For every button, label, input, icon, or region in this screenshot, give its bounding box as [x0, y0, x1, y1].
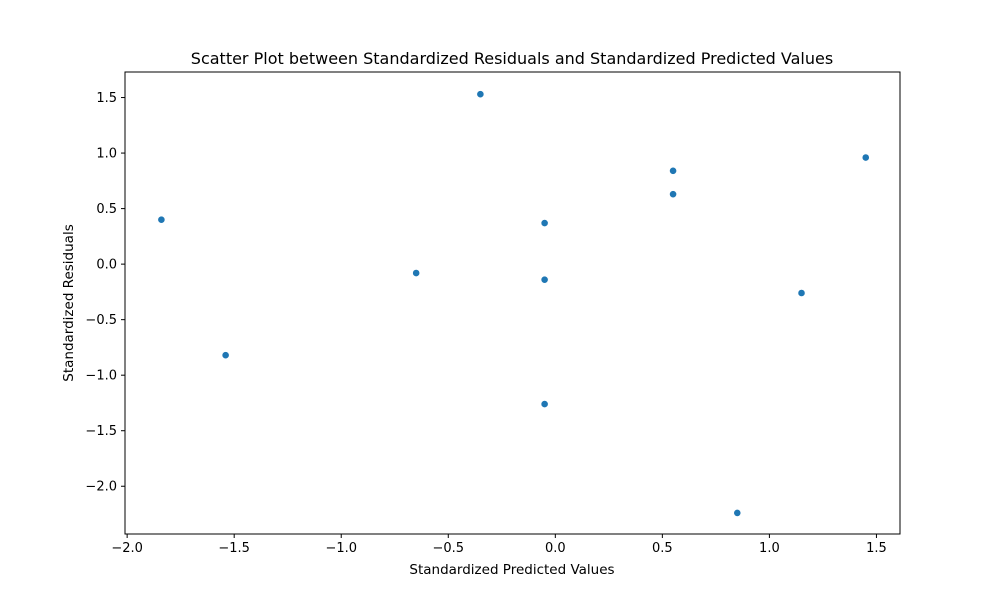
y-tick-label: −0.5: [85, 313, 117, 328]
data-point: [797, 289, 806, 297]
y-axis-label: Standardized Residuals: [61, 224, 77, 381]
x-tick-label: −1.0: [325, 541, 357, 556]
data-point: [669, 190, 677, 199]
chart-title: Scatter Plot between Standardized Residu…: [191, 49, 833, 68]
y-tick-label: 0.5: [96, 202, 117, 217]
x-tick-label: 1.5: [866, 541, 887, 556]
data-point: [476, 90, 485, 99]
data-point: [861, 153, 870, 162]
points-layer: [157, 90, 870, 517]
y-axis: −2.0 −1.5 −1.0 −0.5 0.0 0.5 1.0 1.5: [85, 91, 125, 495]
x-tick-label: −1.5: [218, 541, 250, 556]
data-point: [669, 166, 677, 175]
y-tick-label: −1.0: [85, 369, 117, 384]
data-point: [540, 275, 549, 284]
x-axis-label: Standardized Predicted Values: [409, 562, 614, 578]
x-axis: −2.0 −1.5 −1.0 −0.5 0.0 0.5 1.0 1.5: [111, 534, 887, 556]
data-point: [412, 269, 421, 277]
y-tick-label: −2.0: [85, 480, 117, 495]
y-tick-label: −1.5: [85, 424, 117, 439]
y-tick-label: 0.0: [96, 258, 117, 273]
data-point: [221, 351, 230, 360]
data-point: [540, 219, 549, 227]
y-tick-label: 1.5: [96, 91, 117, 106]
x-tick-label: 0.0: [545, 541, 566, 556]
data-point: [157, 215, 166, 224]
x-tick-label: −0.5: [432, 541, 464, 556]
data-point: [540, 400, 549, 408]
data-point: [733, 508, 742, 517]
y-tick-label: 1.0: [96, 147, 117, 162]
x-tick-label: 0.5: [652, 541, 673, 556]
plot-area: [124, 71, 901, 535]
x-tick-label: −2.0: [111, 541, 143, 556]
x-tick-label: 1.0: [759, 541, 780, 556]
